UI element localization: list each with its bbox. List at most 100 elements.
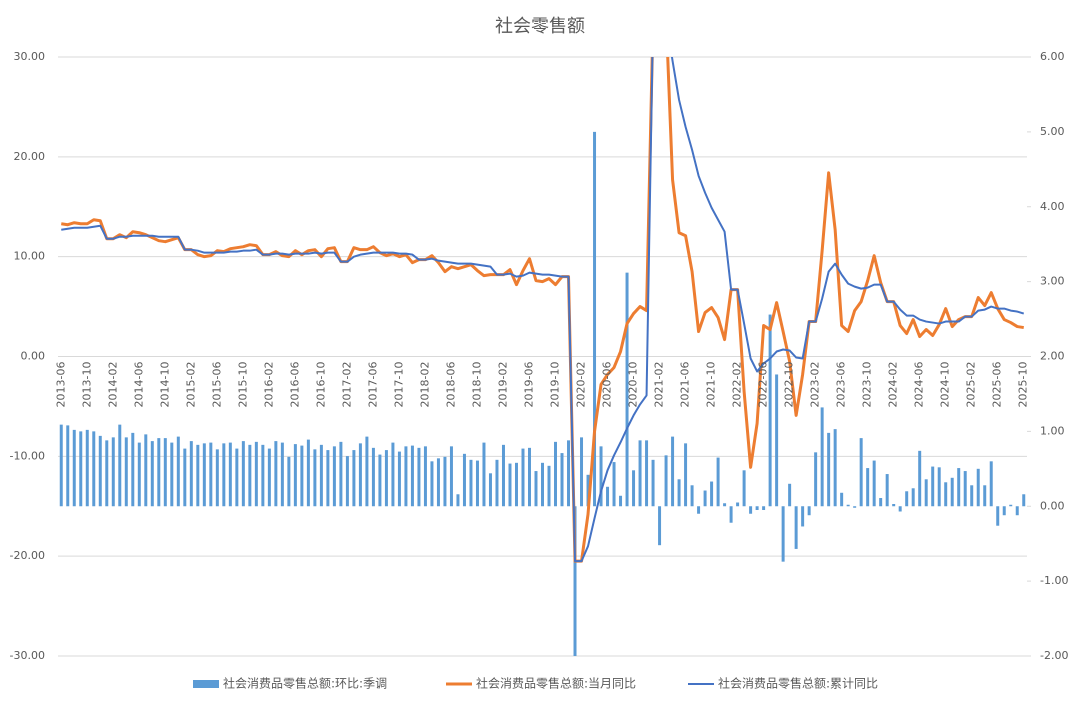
y-tick-label: 20.00 bbox=[14, 150, 46, 163]
bar bbox=[950, 477, 954, 507]
bar bbox=[866, 468, 870, 507]
bar bbox=[384, 450, 388, 507]
x-tick-label: 2019-06 bbox=[522, 362, 535, 408]
bar bbox=[541, 462, 544, 507]
bar bbox=[170, 442, 174, 507]
bar bbox=[710, 481, 714, 507]
bar bbox=[358, 443, 362, 507]
bar bbox=[983, 485, 987, 507]
bar bbox=[508, 463, 512, 507]
bar bbox=[606, 486, 610, 507]
bar bbox=[339, 441, 343, 507]
x-tick-label: 2024-06 bbox=[913, 362, 926, 408]
bar bbox=[436, 458, 440, 507]
bar bbox=[306, 439, 310, 507]
x-tick-label: 2016-10 bbox=[314, 362, 327, 408]
bar bbox=[365, 436, 369, 507]
x-tick-label: 2017-10 bbox=[392, 362, 405, 408]
legend-label: 社会消费品零售总额:当月同比 bbox=[476, 676, 636, 691]
legend-label: 社会消费品零售总额:环比:季调 bbox=[223, 676, 387, 691]
x-tick-label: 2022-02 bbox=[731, 362, 744, 408]
bar bbox=[404, 446, 408, 507]
bar bbox=[554, 441, 558, 507]
y-tick-label: -10.00 bbox=[10, 449, 45, 462]
bar bbox=[957, 468, 961, 507]
x-tick-label: 2017-06 bbox=[366, 362, 379, 408]
bar bbox=[248, 444, 252, 507]
bar bbox=[254, 441, 258, 507]
x-tick-label: 2020-06 bbox=[601, 362, 614, 408]
bar bbox=[92, 431, 96, 507]
bar bbox=[443, 456, 447, 507]
bar bbox=[879, 498, 883, 507]
line bbox=[61, 57, 1024, 563]
bar bbox=[573, 506, 577, 656]
bar bbox=[1015, 506, 1019, 516]
bar bbox=[814, 452, 818, 507]
bar bbox=[1002, 506, 1006, 516]
bar bbox=[762, 506, 766, 510]
bar bbox=[228, 442, 232, 507]
bar bbox=[300, 445, 304, 507]
legend-swatch bbox=[193, 680, 219, 688]
y-tick-label: 30.00 bbox=[14, 50, 46, 63]
bar bbox=[280, 442, 284, 507]
bar bbox=[488, 473, 492, 507]
bar bbox=[775, 374, 779, 507]
bar bbox=[410, 445, 414, 507]
bar bbox=[345, 456, 349, 507]
bar bbox=[144, 434, 148, 507]
bar bbox=[768, 314, 772, 507]
y2-tick-label: 6.00 bbox=[1040, 50, 1065, 63]
bar bbox=[729, 506, 733, 523]
bar bbox=[898, 506, 902, 512]
chart-title: 社会零售额 bbox=[495, 16, 585, 37]
bar bbox=[742, 470, 746, 507]
bar bbox=[417, 447, 421, 507]
y2-tick-label: -1.00 bbox=[1040, 574, 1068, 587]
bar bbox=[918, 450, 922, 507]
bar bbox=[202, 443, 206, 507]
bar bbox=[378, 454, 382, 507]
bar bbox=[215, 449, 219, 507]
bar bbox=[514, 462, 518, 507]
bar bbox=[521, 448, 525, 507]
bar bbox=[462, 453, 466, 507]
bar bbox=[846, 504, 850, 507]
x-tick-label: 2014-06 bbox=[132, 362, 145, 408]
bar bbox=[820, 407, 824, 507]
bar bbox=[658, 506, 662, 546]
y-tick-label: -20.00 bbox=[10, 549, 45, 562]
bar bbox=[209, 442, 213, 507]
bar bbox=[131, 432, 135, 507]
y-tick-label: -30.00 bbox=[10, 649, 45, 662]
x-tick-label: 2023-06 bbox=[835, 362, 848, 408]
x-tick-label: 2022-10 bbox=[783, 362, 796, 408]
bar bbox=[59, 424, 63, 507]
bar bbox=[801, 506, 805, 527]
bar bbox=[638, 440, 642, 507]
bar bbox=[222, 443, 226, 507]
bar bbox=[859, 438, 863, 507]
bar bbox=[423, 446, 427, 507]
bar bbox=[567, 440, 571, 507]
bar bbox=[827, 432, 831, 507]
bar bbox=[788, 483, 792, 507]
y2-tick-label: 3.00 bbox=[1040, 275, 1065, 288]
bar bbox=[456, 494, 460, 507]
bar bbox=[723, 503, 727, 507]
bar bbox=[593, 131, 597, 507]
bar bbox=[1022, 494, 1026, 507]
bar bbox=[547, 465, 551, 507]
x-tick-label: 2019-10 bbox=[549, 362, 562, 408]
x-tick-label: 2021-10 bbox=[705, 362, 718, 408]
bar bbox=[937, 467, 941, 507]
bar bbox=[612, 462, 616, 507]
x-tick-label: 2025-02 bbox=[965, 362, 978, 408]
x-tick-label: 2021-02 bbox=[653, 362, 666, 408]
bar bbox=[1009, 504, 1013, 507]
x-tick-label: 2024-10 bbox=[939, 362, 952, 408]
bar bbox=[911, 488, 915, 507]
bar bbox=[319, 444, 323, 507]
